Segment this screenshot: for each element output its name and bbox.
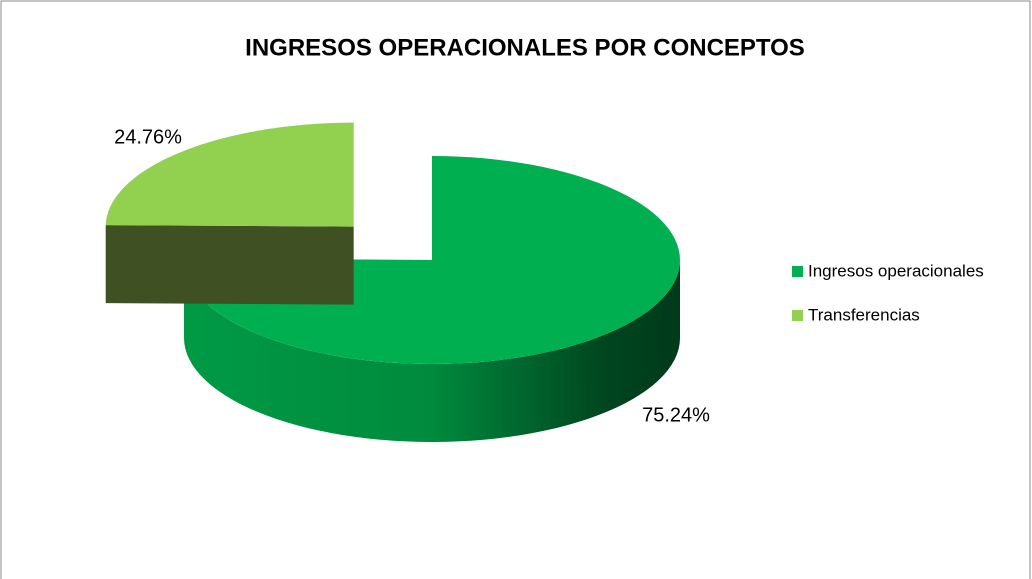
data-label: 75.24% xyxy=(642,404,710,426)
slice-side xyxy=(184,260,680,442)
slice xyxy=(105,122,354,227)
legend-label: Transferencias xyxy=(808,305,920,324)
chart-title: INGRESOS OPERACIONALES POR CONCEPTOS xyxy=(245,34,805,61)
legend-label: Ingresos operacionales xyxy=(808,261,984,280)
legend-swatch xyxy=(792,310,803,321)
legend-swatch xyxy=(792,266,803,277)
data-label: 24.76% xyxy=(114,126,182,148)
slice xyxy=(184,156,680,364)
slice-side xyxy=(105,225,354,305)
